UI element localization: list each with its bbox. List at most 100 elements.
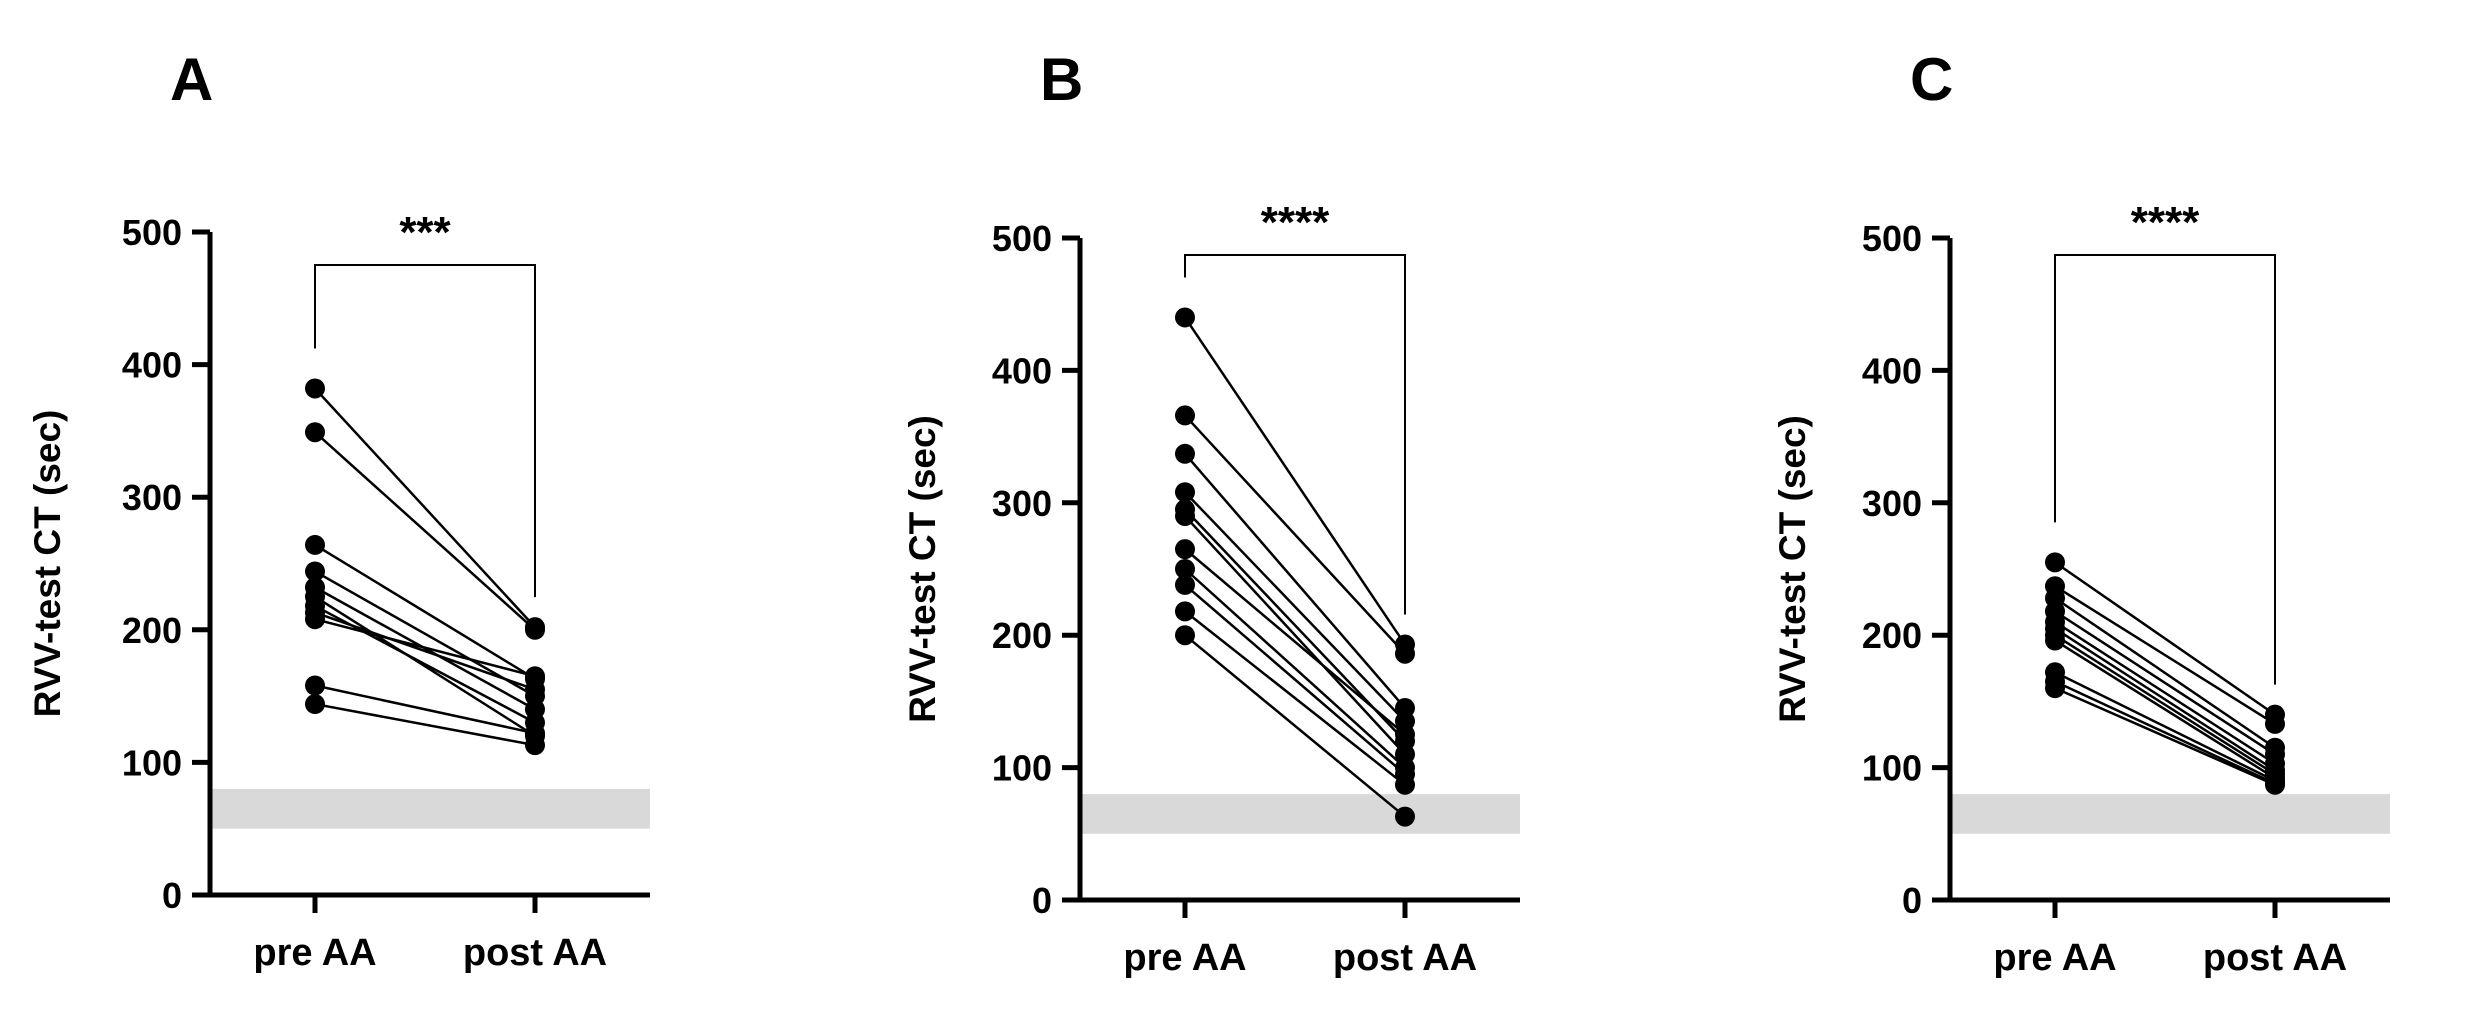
data-point <box>305 694 325 715</box>
data-point <box>525 735 545 756</box>
y-tick-label: 300 <box>1862 483 1922 524</box>
x-tick-label: post AA <box>2203 937 2347 979</box>
series-line <box>314 595 536 737</box>
data-point <box>2265 774 2285 795</box>
significance-label: **** <box>2131 198 2200 247</box>
reference-band <box>1082 794 1520 834</box>
data-point <box>305 534 325 555</box>
series-line <box>2054 561 2276 716</box>
series-line <box>314 617 536 678</box>
panel-letter: A <box>170 46 213 113</box>
series-line <box>2054 634 2276 776</box>
series-line <box>2054 680 2276 785</box>
series-line <box>1184 634 1406 818</box>
data-point <box>2045 552 2065 573</box>
y-axis-title: RVV-test CT (sec) <box>902 415 943 723</box>
series-line <box>2054 687 2276 786</box>
x-tick-label: pre AA <box>253 932 376 974</box>
y-tick-label: 0 <box>1032 880 1052 921</box>
data-point <box>305 609 325 630</box>
x-tick-label: post AA <box>463 932 607 974</box>
y-tick-label: 0 <box>1902 880 1922 921</box>
y-tick-label: 200 <box>122 610 182 651</box>
y-tick-label: 500 <box>992 218 1052 259</box>
data-point <box>305 422 325 443</box>
panel-c: C 0 100 200 300 400 500 pre AA post AA RVV-test C… <box>1772 46 2390 979</box>
y-tick-label: 500 <box>122 212 182 253</box>
x-tick-label: post AA <box>1333 937 1477 979</box>
series-line <box>1183 316 1407 646</box>
series-line <box>2054 627 2276 772</box>
y-tick-label: 300 <box>122 477 182 518</box>
y-tick-label: 400 <box>992 350 1052 391</box>
y-axis-title: RVV-test CT (sec) <box>1772 415 1813 723</box>
data-point <box>305 675 325 696</box>
reference-band <box>1952 794 2390 834</box>
series-line <box>314 543 536 680</box>
series-line <box>2054 639 2276 780</box>
series-line <box>2054 610 2276 756</box>
series-line <box>1184 452 1406 709</box>
y-tick-label: 0 <box>162 875 182 916</box>
data-point <box>1175 539 1195 560</box>
series-line <box>1184 610 1406 786</box>
y-tick-label: 200 <box>1862 615 1922 656</box>
y-tick-label: 400 <box>1862 350 1922 391</box>
significance-label: **** <box>1261 198 1330 247</box>
significance-label: *** <box>399 208 451 257</box>
data-point <box>1175 506 1195 527</box>
y-tick-label: 100 <box>992 748 1052 789</box>
series-line <box>1184 548 1406 736</box>
data-point <box>1395 774 1415 795</box>
data-point <box>1175 443 1195 464</box>
series-line <box>314 570 536 698</box>
data-point <box>1175 307 1195 328</box>
series-line <box>2054 671 2276 782</box>
series-line <box>1184 583 1406 776</box>
y-tick-label: 200 <box>992 615 1052 656</box>
series-line <box>1184 414 1406 655</box>
data-point <box>1395 643 1415 664</box>
data-point <box>1395 724 1415 745</box>
y-tick-label: 400 <box>122 345 182 386</box>
panel-a: A 0 100 200 300 400 500 pre AA post AA RVV-test C… <box>27 46 650 974</box>
panel-letter: B <box>1040 46 1083 113</box>
significance-bracket <box>1184 254 1406 615</box>
series-line <box>314 387 536 628</box>
data-point <box>2045 678 2065 699</box>
data-point <box>525 619 545 640</box>
reference-band <box>212 788 650 829</box>
data-point <box>2045 630 2065 651</box>
series-line <box>1184 515 1406 756</box>
y-axis-title: RVV-test CT (sec) <box>27 410 68 718</box>
series-line <box>1184 568 1406 769</box>
data-point <box>2265 713 2285 734</box>
data-point <box>305 561 325 582</box>
y-tick-label: 300 <box>992 483 1052 524</box>
data-point <box>1175 559 1195 579</box>
series-line <box>2054 620 2276 765</box>
y-tick-label: 100 <box>122 742 182 783</box>
data-point <box>1175 574 1195 595</box>
series-line <box>1184 491 1406 723</box>
data-point <box>305 378 325 399</box>
data-point <box>1175 601 1195 622</box>
series-line <box>314 702 536 747</box>
y-tick-label: 100 <box>1862 748 1922 789</box>
series-line <box>314 431 536 631</box>
y-tick-label: 500 <box>1862 218 1922 259</box>
panel-b: B 0 100 200 300 400 500 pre AA post AA RVV-test C… <box>902 46 1520 979</box>
data-point <box>525 666 545 687</box>
data-point <box>1175 405 1195 426</box>
panel-letter: C <box>1910 46 1953 113</box>
series-line <box>314 611 536 691</box>
data-point <box>1395 806 1415 827</box>
series-line <box>2054 585 2276 725</box>
series-line <box>2054 597 2276 749</box>
data-point <box>1175 625 1195 646</box>
significance-bracket <box>314 264 536 598</box>
x-tick-label: pre AA <box>1993 937 2116 979</box>
significance-bracket <box>2054 254 2276 685</box>
data-point <box>1175 482 1195 503</box>
